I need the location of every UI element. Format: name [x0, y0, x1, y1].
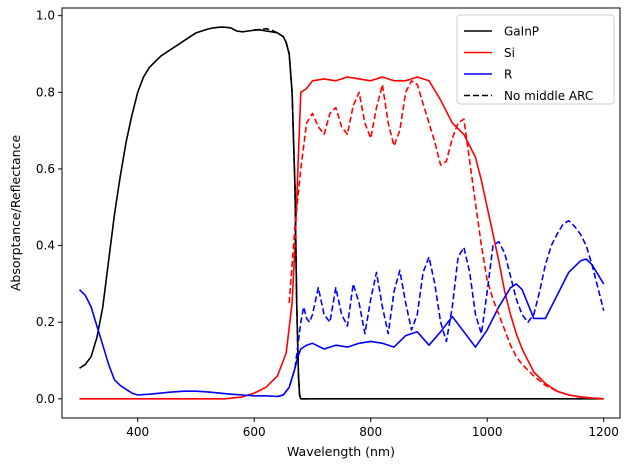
series-line-r — [78, 258, 605, 398]
y-tick-label: 0.0 — [36, 392, 55, 406]
x-tick-label: 800 — [359, 425, 382, 439]
x-tick-label: 1000 — [472, 425, 503, 439]
plot-frame — [61, 7, 621, 419]
y-axis-label: Absorptance/Reflectance — [8, 135, 23, 292]
x-tick-label: 1200 — [588, 425, 619, 439]
y-tick-label: 0.4 — [36, 239, 55, 253]
legend-label: No middle ARC — [504, 89, 593, 103]
x-tick-label: 400 — [126, 425, 149, 439]
x-axis: 400 600 800 1000 1200 — [126, 418, 619, 439]
y-axis: 0.0 0.2 0.4 0.6 0.8 1.0 — [36, 9, 62, 406]
series-line-gainp — [79, 26, 604, 400]
series-line-gainp-dashed — [254, 27, 313, 400]
plot-lines — [78, 26, 605, 400]
series-line-si — [79, 76, 604, 400]
series-line-r-dashed — [277, 219, 605, 398]
series-line-si-dashed — [288, 80, 604, 400]
legend-label: GaInP — [504, 25, 539, 39]
legend-box — [456, 14, 615, 105]
x-axis-label: Wavelength (nm) — [287, 444, 395, 459]
legend-label: Si — [504, 46, 515, 60]
legend-label: R — [504, 68, 512, 82]
legend: GaInP Si R No middle ARC — [456, 14, 615, 105]
y-tick-label: 1.0 — [36, 9, 55, 23]
y-tick-label: 0.6 — [36, 162, 55, 176]
y-tick-label: 0.2 — [36, 315, 55, 329]
x-tick-label: 600 — [243, 425, 266, 439]
y-tick-label: 0.8 — [36, 85, 55, 99]
